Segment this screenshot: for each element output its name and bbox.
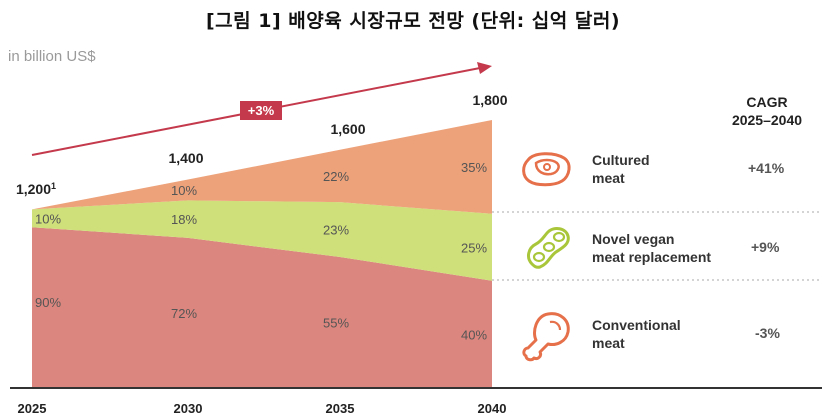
cagr-conventional-meat: -3% <box>755 325 780 341</box>
total-label-2040: 1,800 <box>472 92 507 108</box>
area-cultured-meat <box>32 120 492 214</box>
area-conventional-meat <box>32 227 492 388</box>
legend-cultured-line1: Cultured <box>592 152 650 168</box>
drumstick-icon <box>522 312 570 362</box>
x-tick-2040: 2040 <box>478 401 507 416</box>
x-tick-2025: 2025 <box>18 401 47 416</box>
legend-cultured-meat: Cultured meat <box>592 151 650 187</box>
cagr-vegan-meat: +9% <box>751 239 780 255</box>
share-label-conventional-meat-2035: 55% <box>323 315 349 330</box>
cagr-header-line1: CAGR <box>746 94 788 110</box>
total-label-2035: 1,600 <box>330 121 365 137</box>
share-label-novel-vegan-meat-replacement-2030: 18% <box>171 212 197 227</box>
legend-vegan-line2: meat replacement <box>592 249 712 265</box>
share-label-novel-vegan-meat-replacement-2035: 23% <box>323 223 349 238</box>
cagr-cultured-meat: +41% <box>748 160 785 176</box>
share-label-conventional-meat-2025: 90% <box>35 295 61 310</box>
share-label-cultured-meat-2030: 10% <box>171 183 197 198</box>
x-axis: 2025 2030 2035 2040 <box>10 387 822 416</box>
growth-arrow-head <box>477 62 492 74</box>
soybean-icon <box>527 227 570 269</box>
area-novel-vegan-meat-replacement <box>32 200 492 281</box>
x-tick-2035: 2035 <box>326 401 355 416</box>
share-label-novel-vegan-meat-replacement-2040: 25% <box>461 240 487 255</box>
cagr-header: CAGR 2025–2040 <box>712 93 822 129</box>
growth-badge-box <box>240 101 282 120</box>
steak-icon <box>522 152 571 187</box>
legend-conventional-meat: Conventional meat <box>592 316 681 352</box>
legend-vegan-line1: Novel vegan <box>592 231 675 247</box>
total-label-2025: 1,2001 <box>16 181 56 197</box>
share-label-cultured-meat-2035: 22% <box>323 169 349 184</box>
legend-conventional-line1: Conventional <box>592 317 681 333</box>
legend-vegan-meat: Novel vegan meat replacement <box>592 230 711 266</box>
share-label-conventional-meat-2040: 40% <box>461 327 487 342</box>
legend-conventional-line2: meat <box>592 335 625 351</box>
share-label-conventional-meat-2030: 72% <box>171 306 197 321</box>
growth-arrow: +3% <box>31 62 492 156</box>
cagr-header-line2: 2025–2040 <box>731 112 803 128</box>
legend-cultured-line2: meat <box>592 170 625 186</box>
share-label-novel-vegan-meat-replacement-2025: 10% <box>35 211 61 226</box>
stacked-areas <box>32 120 492 388</box>
data-labels: 1,2001 1,400 1,600 1,800 90% 72% 55% 40% 10% 18% 2… <box>16 92 508 342</box>
share-label-cultured-meat-2040: 35% <box>461 160 487 175</box>
unit-label: in billion US$ <box>8 48 96 65</box>
x-tick-2030: 2030 <box>174 401 203 416</box>
total-label-2030: 1,400 <box>168 150 203 166</box>
growth-badge-label: +3% <box>248 103 275 118</box>
legend-dividers <box>492 211 822 281</box>
chart-title: [그림 1] 배양육 시장규모 전망 (단위: 십억 달러) <box>205 10 621 32</box>
